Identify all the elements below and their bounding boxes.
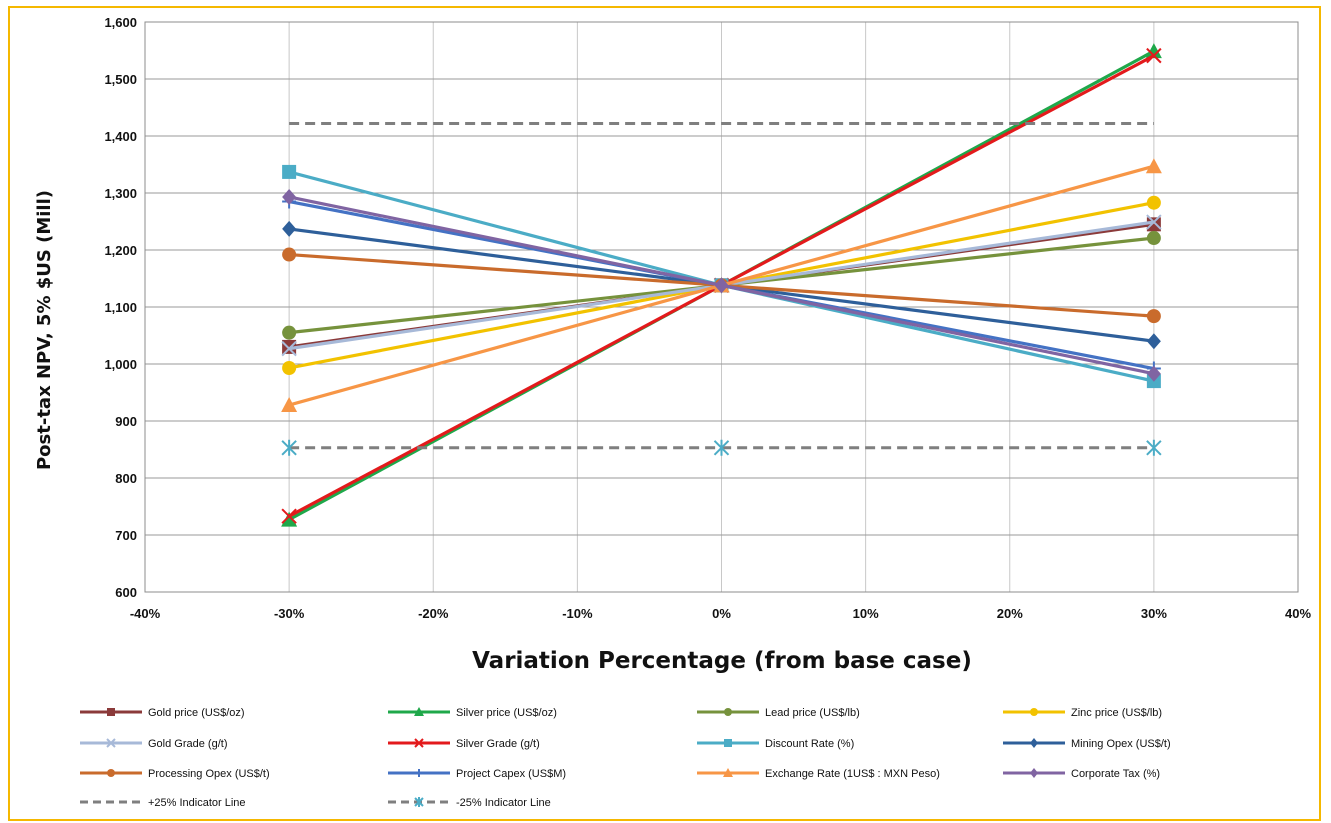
legend-label: Project Capex (US$M): [456, 768, 566, 780]
legend-entry: Processing Opex (US$/t): [80, 768, 270, 780]
legend-label: Processing Opex (US$/t): [148, 768, 270, 780]
legend-entry: Gold price (US$/oz): [80, 707, 245, 719]
x-tick-label: -10%: [562, 606, 593, 621]
data-point: [1146, 333, 1161, 350]
data-point: [1146, 47, 1162, 64]
data-point: [281, 397, 298, 413]
legend-label: Discount Rate (%): [765, 738, 854, 750]
data-point: [1146, 214, 1162, 230]
data-point: [414, 797, 424, 807]
data-point: [1146, 365, 1161, 382]
data-point: [1146, 231, 1161, 246]
legend-entry: Zinc price (US$/lb): [1003, 707, 1162, 719]
data-point: [281, 511, 298, 527]
legend-entry: Lead price (US$/lb): [697, 707, 860, 719]
y-tick-label: 900: [115, 414, 137, 429]
data-point: [1146, 217, 1161, 232]
y-axis-title: Post-tax NPV, 5% $US (Mill): [34, 190, 55, 470]
x-tick-label: -20%: [418, 606, 449, 621]
legend-label: Mining Opex (US$/t): [1071, 738, 1171, 750]
legend-entry: Exchange Rate (1US$ : MXN Peso): [697, 768, 940, 780]
legend-entry: +25% Indicator Line: [80, 797, 246, 809]
y-tick-label: 1,000: [104, 357, 137, 372]
x-tick-label: 20%: [997, 606, 1023, 621]
data-point: [282, 247, 297, 262]
x-axis-title: Variation Percentage (from base case): [472, 648, 972, 674]
data-point: [414, 738, 424, 748]
data-point: [282, 339, 297, 354]
data-point: [723, 768, 733, 777]
data-point: [1146, 309, 1161, 324]
legend-label: Silver Grade (g/t): [456, 738, 540, 750]
x-tick-label: -40%: [130, 606, 161, 621]
data-point: [414, 707, 424, 716]
legend-entry: Silver Grade (g/t): [388, 738, 540, 750]
x-tick-label: 10%: [853, 606, 879, 621]
y-tick-label: 1,600: [104, 15, 137, 30]
data-point: [282, 220, 297, 237]
data-point: [107, 769, 115, 777]
legend-entry: Mining Opex (US$/t): [1003, 738, 1171, 750]
legend-label: Gold price (US$/oz): [148, 707, 245, 719]
legend-label: Gold Grade (g/t): [148, 738, 227, 750]
x-tick-label: 30%: [1141, 606, 1167, 621]
legend-label: -25% Indicator Line: [456, 797, 551, 809]
y-tick-label: 1,100: [104, 300, 137, 315]
data-point: [282, 164, 297, 179]
legend-label: Zinc price (US$/lb): [1071, 707, 1162, 719]
data-point: [724, 708, 732, 716]
plot-area-border: [144, 21, 1299, 593]
data-point: [1030, 708, 1038, 716]
data-point: [106, 738, 116, 748]
series-lines: [281, 43, 1162, 527]
data-point: [724, 739, 732, 747]
legend-entry: -25% Indicator Line: [388, 797, 551, 809]
y-tick-label: 1,300: [104, 186, 137, 201]
legend-label: Silver price (US$/oz): [456, 707, 557, 719]
data-point: [1146, 439, 1162, 456]
x-tick-label: -30%: [274, 606, 305, 621]
y-tick-label: 1,200: [104, 243, 137, 258]
legend-entry: Project Capex (US$M): [388, 768, 566, 780]
axes: [144, 21, 1299, 593]
series-corporate-tax: [282, 188, 1161, 382]
data-point: [281, 508, 297, 524]
data-point: [1146, 195, 1161, 210]
legend: Gold price (US$/oz) Silver price (US$/oz)…: [80, 707, 1171, 809]
legend-entry: Silver price (US$/oz): [388, 707, 557, 719]
data-point: [415, 769, 423, 777]
data-point: [282, 188, 297, 205]
legend-entry: Discount Rate (%): [697, 738, 854, 750]
legend-label: Corporate Tax (%): [1071, 768, 1160, 780]
data-point: [282, 325, 297, 340]
x-tick-label: 0%: [712, 606, 731, 621]
y-tick-label: 1,500: [104, 72, 137, 87]
legend-label: Lead price (US$/lb): [765, 707, 860, 719]
data-point: [1030, 768, 1038, 778]
data-point: [714, 277, 729, 294]
gridlines: [144, 21, 1299, 593]
y-tick-label: 700: [115, 528, 137, 543]
legend-entry: Corporate Tax (%): [1003, 768, 1160, 780]
data-point: [281, 439, 297, 456]
chart-frame: [8, 6, 1321, 821]
legend-label: Exchange Rate (1US$ : MXN Peso): [765, 768, 940, 780]
data-point: [1145, 158, 1162, 174]
x-tick-label: 40%: [1285, 606, 1311, 621]
data-point: [1145, 43, 1162, 59]
data-point: [282, 360, 297, 375]
y-tick-label: 600: [115, 585, 137, 600]
data-point: [107, 708, 115, 716]
data-point: [281, 340, 297, 357]
data-point: [1030, 738, 1038, 748]
legend-label: +25% Indicator Line: [148, 797, 246, 809]
data-point: [713, 439, 730, 456]
tick-labels: -40% -30% -20% -10% 0% 10% 20% 30% 40% 600 700 800 9…: [104, 15, 1311, 621]
legend-entry: Gold Grade (g/t): [80, 738, 227, 750]
y-tick-label: 1,400: [104, 129, 137, 144]
series-25-indicator-line: [281, 439, 1162, 456]
y-tick-label: 800: [115, 471, 137, 486]
